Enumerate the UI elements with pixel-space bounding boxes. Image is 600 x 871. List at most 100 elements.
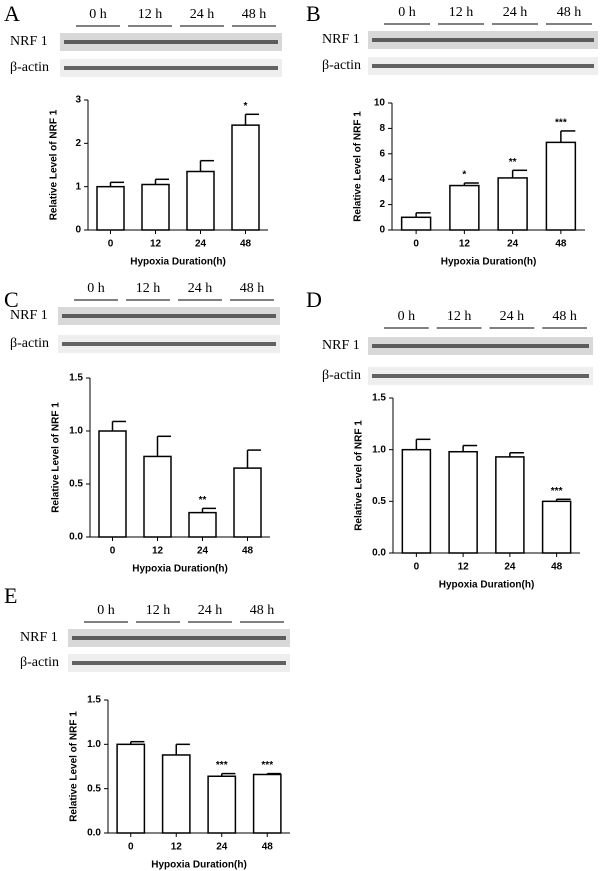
x-tick-label: 48 bbox=[551, 562, 563, 573]
bar bbox=[495, 456, 525, 554]
y-tick-label: 0.0 bbox=[69, 532, 83, 543]
bar bbox=[231, 124, 260, 231]
x-tick-label: 48 bbox=[262, 842, 274, 853]
lane-label: 24 h bbox=[198, 603, 223, 618]
panel-letter: C bbox=[4, 287, 19, 312]
y-tick-label: 8 bbox=[379, 123, 385, 134]
significance-label: * bbox=[244, 101, 248, 112]
x-tick-label: 24 bbox=[197, 546, 209, 557]
x-tick-label: 48 bbox=[242, 546, 254, 557]
bar bbox=[252, 773, 282, 834]
y-tick-label: 0 bbox=[379, 225, 385, 236]
band-label: NRF 1 bbox=[10, 308, 48, 323]
y-tick-label: 0.0 bbox=[87, 828, 101, 839]
panel-letter: A bbox=[4, 1, 20, 26]
band-label: β-actin bbox=[20, 655, 59, 670]
significance-label: ** bbox=[199, 495, 207, 506]
x-tick-label: 0 bbox=[413, 239, 419, 250]
y-tick-label: 0.0 bbox=[372, 548, 386, 559]
lane-label: 0 h bbox=[87, 281, 105, 296]
y-tick-label: 6 bbox=[379, 148, 385, 159]
lane-label: 0 h bbox=[97, 603, 115, 618]
lane-label: 24 h bbox=[500, 309, 525, 324]
y-tick-label: 2 bbox=[379, 199, 385, 210]
y-tick-label: 0.5 bbox=[69, 479, 83, 490]
significance-label: ** bbox=[509, 157, 517, 168]
x-axis-label: Hypoxia Duration(h) bbox=[130, 257, 226, 268]
bar bbox=[449, 184, 480, 231]
bar bbox=[188, 511, 217, 538]
blot-band bbox=[372, 344, 589, 348]
bar bbox=[448, 450, 478, 554]
significance-label: *** bbox=[216, 760, 228, 771]
bar bbox=[116, 743, 146, 834]
y-axis-label: Relative Level of NRF 1 bbox=[49, 109, 60, 220]
x-tick-label: 24 bbox=[195, 239, 207, 250]
y-tick-label: 0 bbox=[75, 225, 81, 236]
band-label: NRF 1 bbox=[322, 338, 360, 353]
band-label: β-actin bbox=[10, 60, 49, 75]
bar bbox=[143, 455, 172, 538]
y-tick-label: 0.5 bbox=[87, 783, 101, 794]
blot-band bbox=[372, 64, 594, 68]
blot-band bbox=[64, 40, 278, 44]
bar bbox=[161, 754, 191, 834]
band-label: NRF 1 bbox=[10, 34, 48, 49]
x-tick-label: 12 bbox=[171, 842, 183, 853]
bar bbox=[233, 467, 262, 538]
lane-label: 48 h bbox=[242, 7, 267, 22]
lane-label: 48 h bbox=[250, 603, 275, 618]
y-tick-label: 3 bbox=[75, 95, 81, 106]
significance-label: *** bbox=[551, 486, 563, 497]
x-axis-label: Hypoxia Duration(h) bbox=[439, 580, 535, 591]
lane-label: 24 h bbox=[188, 281, 213, 296]
y-tick-label: 1.5 bbox=[69, 373, 83, 384]
band-label: β-actin bbox=[322, 368, 361, 383]
y-tick-label: 1.0 bbox=[69, 426, 83, 437]
blot-band bbox=[62, 342, 276, 346]
blot-band bbox=[372, 38, 594, 42]
lane-label: 12 h bbox=[447, 309, 472, 324]
blot-band bbox=[72, 661, 286, 665]
y-tick-label: 4 bbox=[379, 174, 385, 185]
y-tick-label: 1.0 bbox=[87, 739, 101, 750]
x-tick-label: 12 bbox=[459, 239, 471, 250]
lane-label: 0 h bbox=[398, 5, 416, 20]
x-tick-label: 0 bbox=[414, 562, 420, 573]
y-tick-label: 1.5 bbox=[87, 695, 101, 706]
band-label: β-actin bbox=[10, 336, 49, 351]
x-axis-label: Hypoxia Duration(h) bbox=[441, 257, 537, 268]
x-tick-label: 48 bbox=[555, 239, 567, 250]
blot-band bbox=[72, 636, 286, 640]
y-axis-label: Relative Level of NRF 1 bbox=[354, 420, 365, 531]
y-tick-label: 0.5 bbox=[372, 496, 386, 507]
bar bbox=[186, 170, 215, 231]
x-tick-label: 12 bbox=[152, 546, 164, 557]
lane-label: 48 h bbox=[240, 281, 265, 296]
x-axis-label: Hypoxia Duration(h) bbox=[151, 860, 247, 871]
x-axis-label: Hypoxia Duration(h) bbox=[132, 564, 228, 575]
y-tick-label: 10 bbox=[374, 98, 386, 109]
x-tick-label: 24 bbox=[216, 842, 228, 853]
x-tick-label: 12 bbox=[150, 239, 162, 250]
band-label: NRF 1 bbox=[20, 630, 58, 645]
bar bbox=[401, 448, 432, 554]
x-tick-label: 0 bbox=[110, 546, 116, 557]
significance-label: * bbox=[462, 170, 466, 181]
lane-label: 12 h bbox=[136, 281, 161, 296]
lane-label: 12 h bbox=[138, 7, 163, 22]
band-label: β-actin bbox=[322, 58, 361, 73]
band-label: NRF 1 bbox=[322, 32, 360, 47]
lane-label: 24 h bbox=[190, 7, 215, 22]
blot-band bbox=[372, 374, 589, 378]
bar bbox=[96, 185, 125, 231]
blot-band bbox=[62, 314, 276, 318]
x-tick-label: 12 bbox=[458, 562, 470, 573]
x-tick-label: 48 bbox=[240, 239, 252, 250]
panel-letter: D bbox=[306, 287, 322, 312]
y-axis-label: Relative Level of NRF 1 bbox=[51, 402, 62, 513]
x-tick-label: 0 bbox=[128, 842, 134, 853]
y-tick-label: 1.5 bbox=[372, 393, 386, 404]
blot-band bbox=[64, 66, 278, 70]
